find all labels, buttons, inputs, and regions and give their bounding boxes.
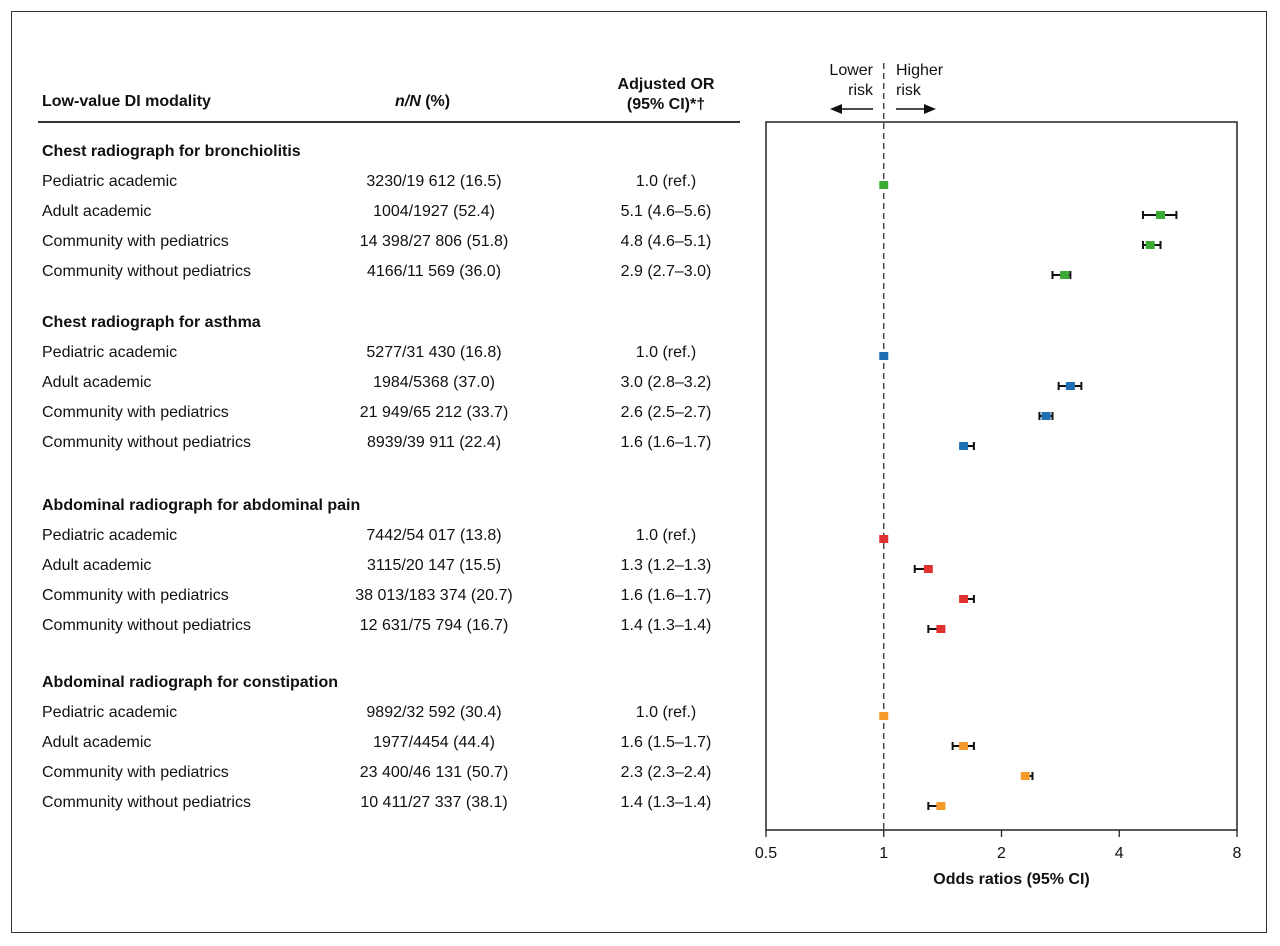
row-n-text: 1984/5368 (37.0) [373,374,495,391]
row-or-text: 1.0 (ref.) [635,344,697,361]
row-n-text: 10 411/27 337 (38.1) [360,794,508,811]
or-header-line2: (95% CI)*† [626,96,706,113]
x-axis-label: Odds ratios (95% CI) [933,871,1089,888]
odds-ratio-point [936,625,946,633]
x-tick-label: 8 [1233,845,1242,862]
row-n-text: 12 631/75 794 (16.7) [359,617,509,634]
row-or-text: 3.0 (2.8–3.2) [620,374,712,391]
row-or-text: 4.8 (4.6–5.1) [620,233,712,250]
row-label: Community without pediatrics [42,434,251,451]
row-or-text: 2.3 (2.3–2.4) [620,764,712,781]
row-label: Pediatric academic [42,344,178,361]
odds-ratio-point [1065,382,1075,390]
row-label: Community with pediatrics [42,233,229,250]
higher-risk-label: risk [896,82,922,99]
row-or-text: 5.1 (4.6–5.6) [620,203,712,220]
group-title: Chest radiograph for asthma [42,314,261,331]
or-header-line1: Adjusted OR [617,76,715,93]
odds-ratio-point [936,802,946,810]
row-n-text: 14 398/27 806 (51.8) [359,233,509,250]
lower-risk-arrowhead [830,104,842,114]
row-label: Community with pediatrics [42,404,229,421]
group-title: Abdominal radiograph for abdominal pain [42,497,361,514]
row-or-text: 1.6 (1.6–1.7) [620,434,712,451]
row-label: Community without pediatrics [42,794,251,811]
row-or-text: 1.4 (1.3–1.4) [620,617,712,634]
row-or-text: 1.0 (ref.) [635,527,697,544]
lower-risk-label: risk [848,82,874,99]
odds-ratio-point [1041,412,1051,420]
row-label: Adult academic [42,734,152,751]
row-or-text: 1.0 (ref.) [635,704,697,721]
odds-ratio-point [1020,772,1030,780]
row-or-text: 1.3 (1.2–1.3) [620,557,712,574]
row-n-text: 7442/54 017 (13.8) [366,527,502,544]
row-label: Adult academic [42,374,152,391]
higher-risk-arrowhead [924,104,936,114]
row-or-text: 1.0 (ref.) [635,173,697,190]
modality-header-text: Low-value DI modality [42,93,211,110]
odds-ratio-point [959,595,969,603]
group-title: Chest radiograph for bronchiolitis [42,143,301,160]
plot-area-border [765,121,1238,831]
row-n-text: 5277/31 430 (16.8) [366,344,502,361]
row-label: Pediatric academic [42,173,178,190]
row-n-text: 23 400/46 131 (50.7) [359,764,509,781]
row-n-text: 3230/19 612 (16.5) [366,173,502,190]
row-or-text: 1.6 (1.6–1.7) [620,587,712,604]
odds-ratio-point [1145,241,1155,249]
odds-ratio-point [879,712,889,720]
row-label: Community without pediatrics [42,617,251,634]
row-n-text: 9892/32 592 (30.4) [366,704,502,721]
row-label: Pediatric academic [42,527,178,544]
x-tick-label: 1 [879,845,888,862]
row-or-text: 1.6 (1.5–1.7) [620,734,712,751]
row-label: Community with pediatrics [42,764,229,781]
row-or-text: 2.6 (2.5–2.7) [620,404,712,421]
row-n-text: 1004/1927 (52.4) [373,203,495,220]
odds-ratio-point [879,181,889,189]
row-n-text: 1977/4454 (44.4) [373,734,495,751]
higher-risk-label: Higher [896,62,944,79]
or-header: Adjusted OR (95% CI)*† [588,75,744,115]
row-or-text: 1.4 (1.3–1.4) [620,794,712,811]
row-n-text: 8939/39 911 (22.4) [366,434,502,451]
row-label: Adult academic [42,203,152,220]
odds-ratio-point [959,742,969,750]
odds-ratio-point [879,535,889,543]
odds-ratio-point [879,352,889,360]
odds-ratio-point [923,565,933,573]
lower-risk-label: Lower [829,62,873,79]
n-header: n/N (%) [395,93,450,111]
header-rule [38,121,740,123]
row-n-text: 38 013/183 374 (20.7) [355,587,513,604]
n-header-suffix: (%) [420,93,451,110]
row-label: Pediatric academic [42,704,178,721]
row-label: Community without pediatrics [42,263,251,280]
row-n-text: 21 949/65 212 (33.7) [359,404,509,421]
odds-ratio-point [959,442,969,450]
odds-ratio-point [1060,271,1070,279]
row-n-text: 4166/11 569 (36.0) [366,263,502,280]
x-tick-label: 0.5 [755,845,777,862]
x-tick-label: 4 [1115,845,1124,862]
row-n-text: 3115/20 147 (15.5) [366,557,502,574]
row-or-text: 2.9 (2.7–3.0) [620,263,712,280]
row-label: Adult academic [42,557,152,574]
group-title: Abdominal radiograph for constipation [42,674,338,691]
modality-header: Low-value DI modality [42,93,211,111]
odds-ratio-point [1156,211,1166,219]
n-header-italic: n/N [395,93,421,110]
row-label: Community with pediatrics [42,587,229,604]
figure-frame [11,11,1267,933]
x-tick-label: 2 [997,845,1006,862]
